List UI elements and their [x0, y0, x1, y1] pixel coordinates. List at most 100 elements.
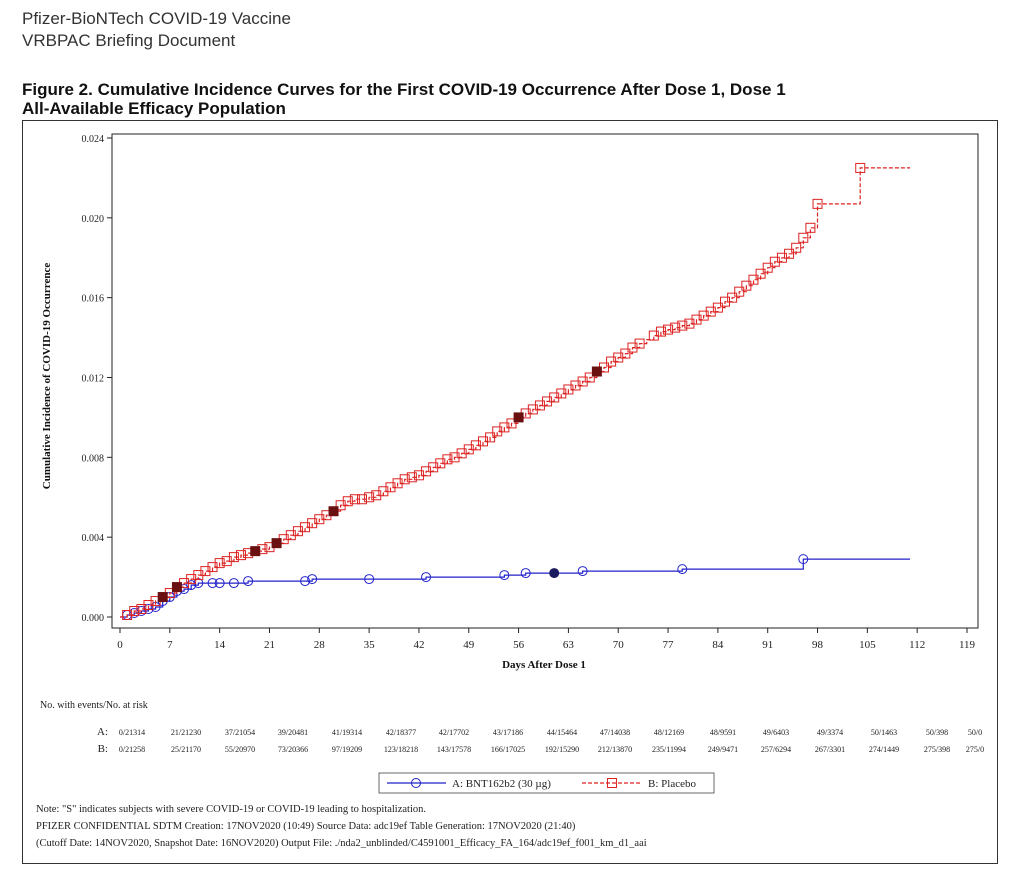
risk-cell: 39/20481	[278, 728, 308, 737]
risk-cell: 50/398	[926, 728, 948, 737]
censor-marker	[406, 472, 417, 483]
risk-cell: 37/21054	[225, 728, 255, 737]
risk-cell: 192/15290	[545, 745, 579, 754]
risk-cell: 21/21230	[171, 728, 201, 737]
censor-marker	[655, 326, 666, 337]
y-tick-label: 0.012	[82, 374, 105, 385]
censor-marker	[428, 462, 439, 473]
censor-marker	[727, 292, 738, 303]
risk-cell: 97/19209	[332, 745, 362, 754]
censor-marker	[442, 454, 453, 465]
censor-marker	[698, 310, 709, 321]
risk-cell: 49/3374	[817, 728, 843, 737]
censor-marker	[349, 494, 360, 505]
y-tick-label: 0.016	[82, 294, 105, 305]
censor-marker	[677, 564, 688, 575]
censor-marker	[606, 356, 617, 367]
censor-marker	[563, 384, 574, 395]
censor-marker	[243, 576, 254, 587]
severe-marker	[271, 538, 282, 549]
note-line-3: (Cutoff Date: 14NOV2020, Snapshot Date: …	[36, 838, 647, 849]
y-axis-label: Cumulative Incidence of COVID-19 Occurre…	[41, 263, 53, 490]
censor-marker	[520, 568, 531, 579]
censor-marker	[421, 572, 432, 583]
note-line-1: Note: "S" indicates subjects with severe…	[36, 804, 426, 815]
censor-marker	[236, 550, 246, 561]
censor-marker	[485, 432, 496, 443]
risk-cell: 212/13870	[598, 745, 632, 754]
y-tick-label: 0.020	[82, 214, 105, 225]
note-line-2: PFIZER CONFIDENTIAL SDTM Creation: 17NOV…	[36, 821, 576, 832]
x-tick-label: 14	[214, 639, 226, 651]
risk-cell: 50/0	[968, 728, 982, 737]
x-tick-label: 91	[762, 639, 773, 651]
plot-area-border	[111, 133, 979, 629]
chart-axes: 0 7 14 21 28 35 42 49 56 63 70 77 84 91 98 105 112 119 0.0…	[82, 133, 979, 651]
censor-marker	[734, 286, 745, 297]
censor-marker	[421, 466, 432, 477]
risk-cell: 275/398	[924, 745, 950, 754]
figure-title-line-1: Figure 2. Cumulative Incidence Curves fo…	[22, 80, 786, 99]
censor-marker	[670, 322, 681, 333]
censor-marker	[684, 318, 695, 329]
censor-marker	[357, 494, 367, 505]
censor-marker	[300, 522, 311, 533]
censor-marker	[392, 478, 403, 489]
censor-marker	[186, 574, 197, 585]
x-tick-label: 63	[563, 639, 575, 651]
censor-marker	[762, 262, 773, 273]
censor-marker	[371, 490, 382, 501]
censor-marker	[634, 338, 645, 349]
x-tick-label: 70	[613, 639, 625, 651]
y-tick-label: 0.024	[82, 134, 105, 145]
censor-marker	[342, 496, 353, 507]
x-axis-label: Days After Dose 1	[502, 659, 586, 671]
censor-marker	[705, 306, 716, 317]
y-tick-label: 0.000	[82, 613, 105, 624]
censor-marker	[385, 482, 396, 493]
risk-cell: 44/15464	[547, 728, 577, 737]
censor-marker	[300, 576, 311, 587]
censor-marker	[136, 604, 147, 615]
censor-marker	[186, 580, 197, 591]
censor-marker	[292, 526, 303, 537]
risk-cell: 257/6294	[761, 745, 791, 754]
risk-table: No. with events/No. at risk A: 0/21314 21/…	[40, 700, 984, 755]
series-bnt162b2	[120, 554, 911, 621]
censor-marker	[399, 474, 410, 485]
censor-marker	[769, 256, 780, 267]
censor-marker	[755, 268, 766, 279]
censor-marker	[378, 486, 389, 497]
censor-marker	[677, 320, 688, 331]
risk-cell: 42/18377	[386, 728, 416, 737]
risk-table-title: No. with events/No. at risk	[40, 700, 148, 711]
risk-cell: 235/11994	[652, 745, 686, 754]
risk-cell: 43/17186	[493, 728, 523, 737]
x-tick-label: 49	[463, 639, 475, 651]
legend-label-a: A: BNT162b2 (30 µg)	[452, 778, 551, 790]
severe-marker	[250, 546, 261, 557]
censor-marker	[193, 570, 204, 581]
censor-marker	[798, 554, 809, 565]
censor-marker	[214, 578, 225, 589]
document-header-line-1: Pfizer-BioNTech COVID-19 Vaccine	[22, 9, 291, 28]
censor-marker	[221, 556, 232, 567]
censor-marker	[307, 518, 318, 529]
censor-marker	[463, 444, 474, 455]
series-line	[120, 558, 911, 618]
censor-marker	[228, 578, 239, 589]
censor-marker	[748, 274, 759, 285]
severe-marker	[549, 568, 560, 579]
censor-marker	[364, 574, 375, 585]
severe-marker	[328, 506, 339, 517]
risk-row-label: B:	[98, 743, 108, 755]
document-header-line-2: VRBPAC Briefing Document	[22, 31, 236, 50]
x-tick-label: 56	[513, 639, 525, 651]
censor-marker	[798, 232, 809, 243]
x-tick-label: 42	[413, 639, 424, 651]
censor-marker	[584, 372, 595, 383]
severe-marker	[171, 582, 182, 593]
censor-marker	[648, 330, 659, 341]
series-placebo	[120, 162, 911, 621]
censor-marker	[499, 570, 510, 581]
